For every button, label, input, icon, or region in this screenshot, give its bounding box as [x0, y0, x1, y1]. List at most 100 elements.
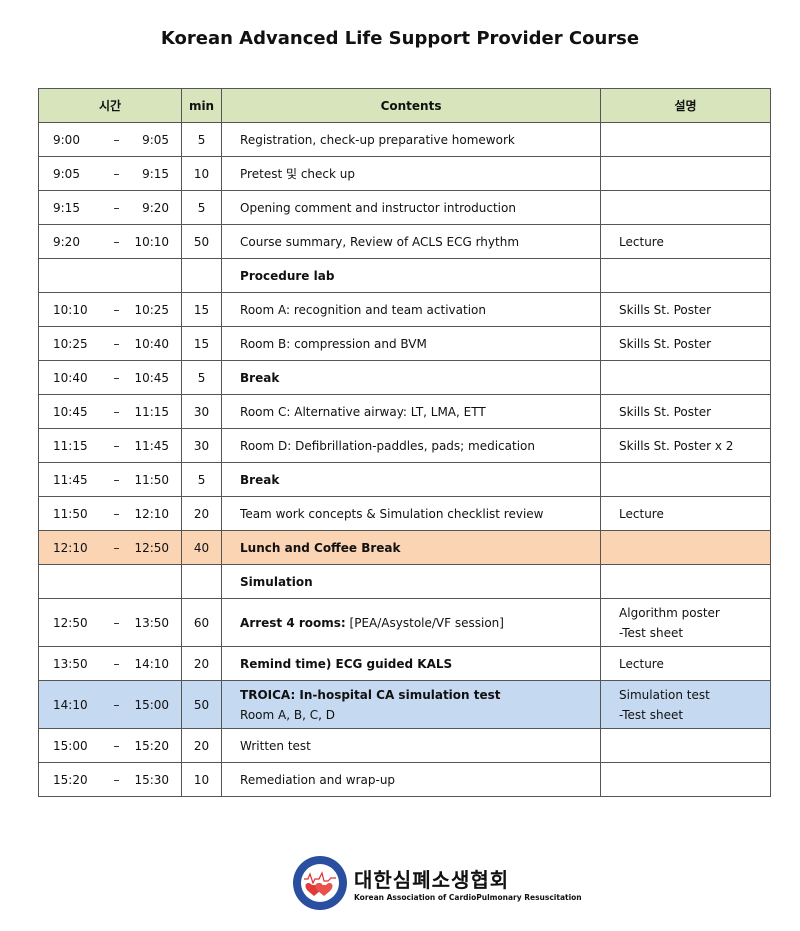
note-cell: Lecture: [600, 646, 772, 681]
end-time: 10:40: [130, 326, 183, 361]
header-contents: Contents: [221, 88, 602, 123]
start-time-text: 11:15: [53, 438, 88, 453]
time-dash: –: [102, 428, 131, 463]
minutes-text: 10: [193, 772, 210, 787]
end-time: 12:50: [130, 530, 183, 565]
start-time: 12:50: [38, 598, 103, 647]
contents-cell: Pretest 및 check up: [221, 156, 602, 191]
start-time-text: 13:50: [53, 656, 88, 671]
time-dash: –: [102, 292, 131, 327]
contents-text: Registration, check-up preparative homew…: [240, 132, 515, 147]
start-time: 9:20: [38, 224, 103, 259]
table-row: 10:10–10:25 15 Room A: recognition and tea…: [38, 292, 772, 327]
note-cell: Skills St. Poster: [600, 394, 772, 429]
start-time: 9:15: [38, 190, 103, 225]
start-time-text: 9:00: [53, 132, 80, 147]
minutes-text: 40: [193, 540, 210, 555]
min-cell: 60: [181, 598, 223, 647]
note-cell: [600, 258, 772, 293]
min-cell: 5: [181, 462, 223, 497]
contents-cell: Lunch and Coffee Break: [221, 530, 602, 565]
start-time-text: 12:10: [53, 540, 88, 555]
note-text: Lecture: [619, 506, 664, 521]
header-min: min: [181, 88, 223, 123]
note-text: Skills St. Poster: [619, 404, 712, 419]
table-row: 11:45–11:50 5 Break: [38, 462, 772, 497]
time-cell: [37, 258, 183, 293]
note-text: Skills St. Poster x 2: [619, 438, 734, 453]
end-time-text: 10:10: [134, 234, 170, 249]
start-time-text: 10:40: [53, 370, 88, 385]
note-text: Lecture: [619, 234, 664, 249]
end-time-text: 10:40: [134, 336, 170, 351]
end-time: 11:15: [130, 394, 183, 429]
minutes-text: 30: [193, 438, 210, 453]
start-time-text: 15:00: [53, 738, 88, 753]
end-time: 15:30: [130, 762, 183, 797]
contents-bold: Break: [240, 370, 280, 385]
table-row: 14:10–15:00 50 TROICA: In-hospital CA simu…: [38, 680, 772, 729]
time-dash: –: [102, 530, 131, 565]
contents-line2: Room A, B, C, D: [240, 707, 335, 722]
start-time: 15:00: [38, 728, 103, 763]
table-row: 13:50–14:10 20 Remind time) ECG guided KAL…: [38, 646, 772, 681]
header-note: 설명: [600, 88, 772, 123]
min-cell: 20: [181, 496, 223, 531]
kacpr-logo: 대한심폐소생협회 Korean Association of CardioPul…: [292, 855, 582, 911]
contents-cell: Room B: compression and BVM: [221, 326, 602, 361]
section-title: Simulation: [240, 574, 313, 589]
start-time: 13:50: [38, 646, 103, 681]
contents-bold: Arrest 4 rooms:: [240, 615, 346, 630]
end-time-text: 11:15: [134, 404, 170, 419]
start-time: 11:50: [38, 496, 103, 531]
table-row: 11:15–11:45 30 Room D: Defibrillation-padd…: [38, 428, 772, 463]
table-row: 10:25–10:40 15 Room B: compression and BVM…: [38, 326, 772, 361]
note-cell: [600, 122, 772, 157]
end-time-text: 14:10: [134, 656, 170, 671]
table-row: 11:50–12:10 20 Team work concepts & Simula…: [38, 496, 772, 531]
end-time-text: 12:50: [134, 540, 170, 555]
minutes-text: 30: [193, 404, 210, 419]
note-cell: [600, 156, 772, 191]
time-dash: –: [102, 224, 131, 259]
min-cell: 15: [181, 292, 223, 327]
minutes-text: 10: [193, 166, 210, 181]
start-time: 10:10: [38, 292, 103, 327]
end-time: 10:45: [130, 360, 183, 395]
minutes-text: 20: [193, 738, 210, 753]
end-time-text: 11:45: [134, 438, 170, 453]
end-time-text: 15:00: [134, 697, 170, 712]
contents-text: Room A: recognition and team activation: [240, 302, 486, 317]
table-row: 9:15 –9:20 5 Opening comment and instructor…: [38, 190, 772, 225]
start-time: 11:45: [38, 462, 103, 497]
start-time: 9:00: [38, 122, 103, 157]
note-text: Skills St. Poster: [619, 336, 712, 351]
contents-bold: TROICA: In-hospital CA simulation test: [240, 687, 501, 702]
contents-text: Pretest 및 check up: [240, 167, 355, 181]
contents-bold: Lunch and Coffee Break: [240, 540, 401, 555]
min-cell: 5: [181, 190, 223, 225]
start-time-text: 9:15: [53, 200, 80, 215]
time-dash: –: [102, 598, 131, 647]
note-cell: [600, 360, 772, 395]
time-dash: –: [102, 462, 131, 497]
end-time: 10:25: [130, 292, 183, 327]
end-time-text: 13:50: [134, 615, 170, 630]
table-header: 시간 min Contents 설명: [37, 88, 772, 123]
note-cell: Lecture: [600, 224, 772, 259]
contents-cell: Opening comment and instructor introduct…: [221, 190, 602, 225]
note-cell: [600, 728, 772, 763]
table-row: 9:05 –9:15 10 Pretest 및 check up: [38, 156, 772, 191]
note-cell: Simulation test -Test sheet: [600, 680, 772, 729]
contents-cell: Written test: [221, 728, 602, 763]
contents-cell: Break: [221, 360, 602, 395]
end-time: 15:20: [130, 728, 183, 763]
time-dash: –: [102, 496, 131, 531]
start-time: 10:25: [38, 326, 103, 361]
end-time: 11:45: [130, 428, 183, 463]
end-time-text: 12:10: [134, 506, 170, 521]
seal-icon: [293, 856, 347, 910]
end-time-text: 10:25: [134, 302, 170, 317]
contents-text: Room B: compression and BVM: [240, 336, 427, 351]
start-time-text: 15:20: [53, 772, 88, 787]
